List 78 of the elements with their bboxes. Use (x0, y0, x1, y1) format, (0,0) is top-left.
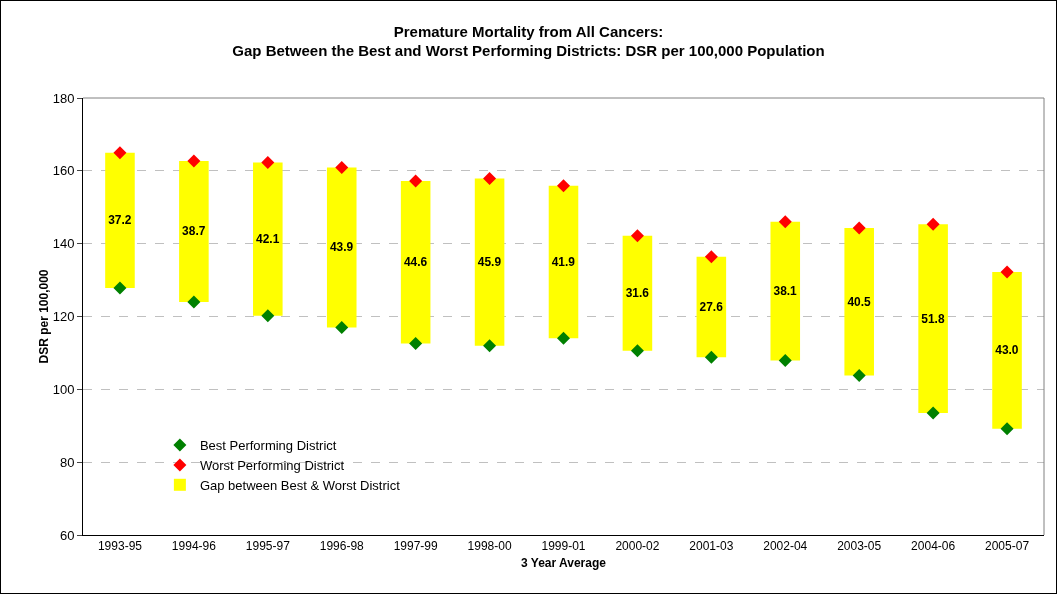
point (926, 406, 940, 420)
bar (770, 221, 801, 361)
data-label: 41.9 (551, 255, 576, 270)
bar (253, 162, 283, 316)
bar (326, 167, 357, 328)
point (261, 155, 275, 169)
y-tick-label: 180 (52, 90, 75, 106)
x-axis-title: 3 Year Average (521, 556, 607, 571)
bar (696, 256, 727, 358)
y-tick-label: 80 (59, 454, 75, 470)
point (704, 250, 718, 264)
x-tick-label: 1995-97 (245, 539, 291, 554)
point (261, 309, 275, 323)
y-tick-label: 60 (59, 527, 75, 543)
x-tick-label: 1993-95 (97, 539, 143, 554)
point (335, 161, 349, 175)
bar (105, 152, 135, 289)
point (852, 369, 866, 382)
x-tick-label: 2000-02 (615, 539, 660, 554)
legend-label: Best Performing District (199, 438, 337, 454)
x-tick-label: 2001-03 (689, 539, 734, 554)
x-tick-label: 2004-06 (911, 539, 956, 554)
data-label: 38.7 (182, 224, 206, 239)
point (778, 354, 792, 368)
point (187, 295, 201, 309)
chart-title: Premature Mortality from All Cancers: Gap Between the Best and Worst Performing Districts: DSR per 100,000 Population (232, 22, 825, 60)
point (557, 179, 570, 193)
x-tick-label: 1998-00 (467, 539, 512, 554)
x-tick-label: 2002-04 (763, 539, 808, 554)
data-label: 42.1 (256, 232, 280, 247)
y-tick-label: 100 (52, 381, 75, 397)
data-label: 43.9 (329, 240, 354, 255)
point (187, 154, 201, 168)
point (409, 336, 423, 350)
data-label: 38.1 (773, 284, 798, 299)
point (409, 174, 423, 188)
point (557, 331, 570, 345)
x-tick-label: 1994-96 (171, 539, 217, 554)
point (630, 229, 644, 243)
point (926, 217, 940, 231)
bar (400, 181, 431, 344)
point (113, 146, 127, 160)
x-tick-label: 2005-07 (985, 539, 1030, 554)
point (704, 350, 718, 364)
point (483, 339, 497, 353)
bar (918, 224, 948, 413)
data-label: 37.2 (108, 213, 132, 228)
data-label: 43.0 (995, 343, 1019, 358)
bar (844, 228, 874, 376)
x-tick-label: 1999-01 (541, 539, 586, 554)
y-tick-label: 120 (52, 309, 75, 325)
point (1000, 422, 1014, 436)
data-label: 31.6 (625, 286, 650, 301)
bar (622, 235, 653, 351)
legend-label: Gap between Best & Worst District (199, 477, 401, 493)
x-tick-label: 1997-99 (393, 539, 438, 554)
bar (992, 272, 1022, 429)
bar (179, 161, 209, 302)
data-label: 44.6 (403, 255, 428, 270)
y-axis-title: DSR per 100,000 (36, 269, 51, 364)
y-tick-label: 160 (52, 163, 75, 179)
bar (548, 185, 579, 339)
data-label: 27.6 (699, 300, 724, 315)
point (852, 221, 866, 235)
data-label: 51.8 (921, 311, 945, 326)
data-label: 45.9 (477, 255, 502, 270)
legend-label: Worst Performing District (199, 457, 345, 473)
point (630, 344, 644, 358)
x-tick-label: 1996-98 (319, 539, 365, 554)
data-label: 40.5 (847, 294, 872, 309)
point (778, 215, 792, 229)
point (335, 320, 349, 334)
point (483, 171, 497, 185)
bar (474, 178, 505, 346)
x-tick-label: 2003-05 (837, 539, 882, 554)
point (1000, 265, 1014, 279)
y-tick-label: 140 (52, 236, 75, 252)
point (113, 281, 127, 295)
